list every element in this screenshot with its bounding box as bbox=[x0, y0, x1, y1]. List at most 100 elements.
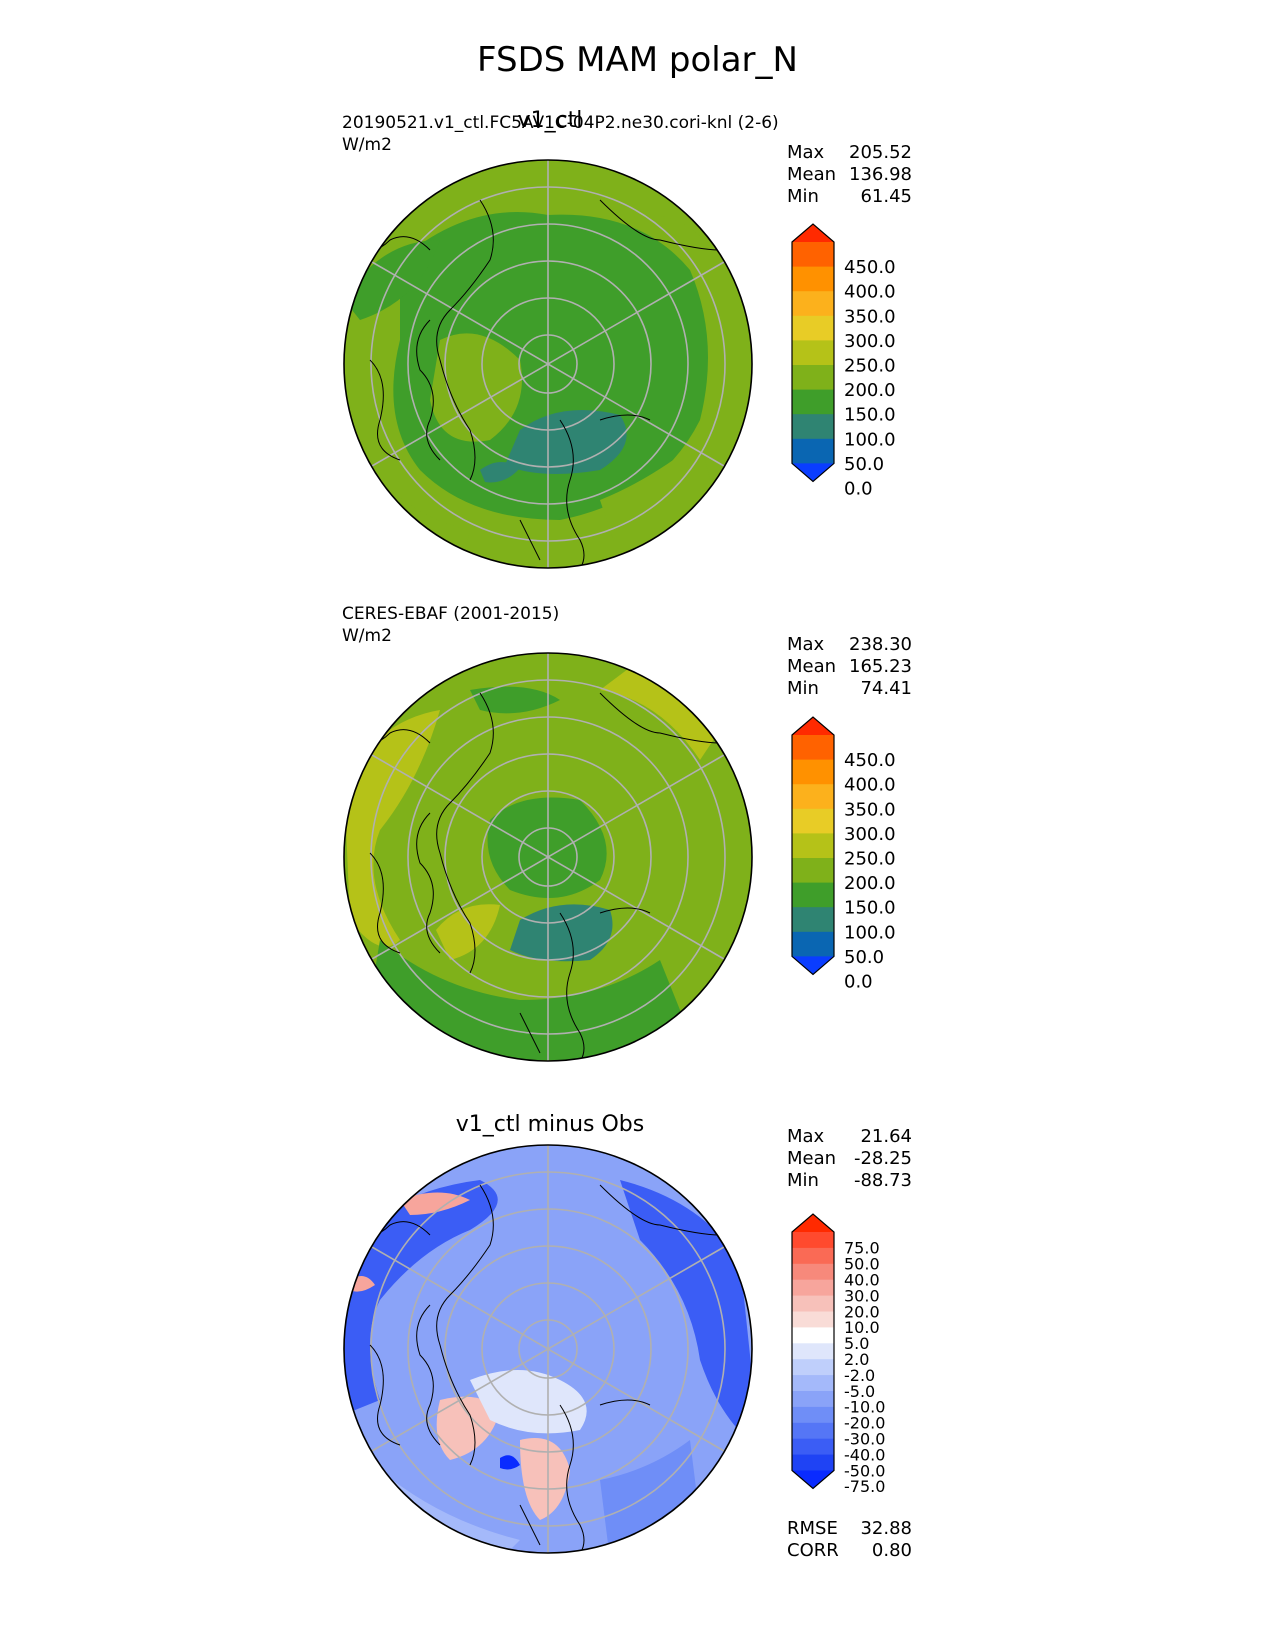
colorbar-tick-label: 400.0 bbox=[844, 775, 896, 796]
colorbar-tick-label: 50.0 bbox=[844, 454, 884, 475]
colorbar-tick-label: -20.0 bbox=[844, 1414, 885, 1433]
colorbar-segment bbox=[792, 1232, 834, 1249]
map-ref-graticule bbox=[370, 653, 726, 1061]
colorbar-segment bbox=[792, 858, 834, 884]
colorbar-tick-label: 300.0 bbox=[844, 331, 896, 352]
map-ref bbox=[343, 652, 753, 1062]
colorbar-tick-label: 150.0 bbox=[844, 405, 896, 426]
colorbar-segment bbox=[792, 291, 834, 317]
metric-label: RMSE bbox=[787, 1518, 838, 1539]
colorbar-segment bbox=[792, 242, 834, 268]
colorbar-bottom-extension bbox=[792, 463, 834, 482]
stat-value: 61.45 bbox=[860, 186, 912, 207]
colorbar-tick-label: 100.0 bbox=[844, 429, 896, 450]
colorbar-bottom-extension bbox=[792, 1470, 834, 1489]
colorbar-tick-label: 50.0 bbox=[844, 947, 884, 968]
colorbar-tick-label: -2.0 bbox=[844, 1366, 875, 1385]
colorbar-outline bbox=[791, 1213, 835, 1490]
colorbar-segment bbox=[792, 808, 834, 834]
colorbar-segment bbox=[792, 1247, 834, 1265]
panel-test-stats: Max 205.52 Mean 136.98 Min 61.45 bbox=[787, 142, 912, 208]
colorbar-tick-label: 350.0 bbox=[844, 306, 896, 327]
colorbar-tick-label: -50.0 bbox=[844, 1461, 885, 1480]
colorbar-segment bbox=[792, 1375, 834, 1392]
colorbar-tick-label: 5.0 bbox=[844, 1334, 869, 1353]
colorbar-outline bbox=[791, 223, 835, 483]
colorbar-segment bbox=[792, 365, 834, 391]
colorbar-segment bbox=[792, 438, 834, 464]
colorbar-segment bbox=[792, 931, 834, 957]
colorbar-tick-label: 0.0 bbox=[844, 478, 873, 499]
panel-ref-dataset-name: CERES-EBAF (2001-2015) bbox=[342, 604, 560, 624]
stat-value: 74.41 bbox=[860, 678, 912, 699]
colorbar-tick-label: -30.0 bbox=[844, 1429, 885, 1448]
metric-label: CORR bbox=[787, 1540, 839, 1561]
colorbar-tick-label: 400.0 bbox=[844, 282, 896, 303]
colorbar-tick-label: 75.0 bbox=[844, 1239, 880, 1258]
colorbar-tick-label: 10.0 bbox=[844, 1318, 880, 1337]
colorbar-top-extension bbox=[792, 224, 834, 242]
colorbar-tick-label: 250.0 bbox=[844, 355, 896, 376]
colorbar-segment bbox=[792, 1263, 834, 1281]
map-ref-coastlines bbox=[344, 692, 721, 1061]
colorbar-tick-label: -5.0 bbox=[844, 1382, 875, 1401]
stat-value: 238.30 bbox=[849, 634, 912, 655]
stat-label: Min bbox=[787, 1170, 819, 1191]
metric-value: 0.80 bbox=[871, 1540, 912, 1561]
stat-value: 165.23 bbox=[849, 656, 912, 677]
panel-ref-units: W/m2 bbox=[342, 626, 392, 646]
map-test-coastlines bbox=[344, 199, 721, 568]
panel-ref-stats: Max 238.30 Mean 165.23 Min 74.41 bbox=[787, 634, 912, 700]
map-diff-coastlines bbox=[344, 1184, 721, 1553]
colorbar-segment bbox=[792, 784, 834, 810]
colorbar-segment bbox=[792, 1311, 834, 1328]
colorbar-bottom-extension bbox=[792, 956, 834, 975]
colorbar-segment bbox=[792, 882, 834, 908]
stat-label: Min bbox=[787, 186, 819, 207]
panel-diff-stats: Max 21.64 Mean -28.25 Min -88.73 bbox=[787, 1126, 912, 1192]
colorbar-tick-label: 350.0 bbox=[844, 799, 896, 820]
colorbar-top-extension bbox=[792, 1214, 834, 1232]
colorbar-segment bbox=[792, 315, 834, 341]
metric-value: 32.88 bbox=[860, 1518, 912, 1539]
colorbar-tick-label: 450.0 bbox=[844, 257, 896, 278]
panel-test-case-name: 20190521.v1_ctl.FC5AV1C-04P2.ne30.cori-k… bbox=[342, 113, 779, 133]
panel-diff-metrics: RMSE 32.88 CORR 0.80 bbox=[787, 1518, 912, 1562]
colorbar-top-extension bbox=[792, 717, 834, 735]
colorbar-segment bbox=[792, 1359, 834, 1376]
map-diff bbox=[343, 1144, 753, 1554]
stat-label: Mean bbox=[787, 1148, 837, 1169]
colorbar-segment bbox=[792, 1279, 834, 1297]
stat-label: Min bbox=[787, 678, 819, 699]
colorbar-segment bbox=[792, 1343, 834, 1360]
stat-value: -88.73 bbox=[853, 1170, 912, 1191]
colorbar-segment bbox=[792, 833, 834, 859]
colorbar-segment bbox=[792, 266, 834, 292]
colorbar-diff: 75.050.040.030.020.010.05.02.0-2.0-5.0-1… bbox=[791, 1213, 885, 1496]
colorbar-tick-label: 450.0 bbox=[844, 750, 896, 771]
colorbar-tick-label: 150.0 bbox=[844, 898, 896, 919]
stat-label: Max bbox=[787, 634, 825, 655]
colorbar-tick-label: 0.0 bbox=[844, 971, 873, 992]
colorbar-tick-label: -75.0 bbox=[844, 1477, 885, 1496]
colorbar-segment bbox=[792, 1422, 834, 1440]
map-diff-graticule bbox=[370, 1145, 726, 1553]
colorbar-segment bbox=[792, 907, 834, 933]
stat-value: 136.98 bbox=[849, 164, 912, 185]
colorbar-tick-label: 20.0 bbox=[844, 1302, 880, 1321]
colorbar-tick-label: 250.0 bbox=[844, 848, 896, 869]
colorbar-segment bbox=[792, 414, 834, 440]
panel-diff-title: v1_ctl minus Obs bbox=[455, 1112, 645, 1137]
colorbar-tick-label: 200.0 bbox=[844, 873, 896, 894]
colorbar-ref: 450.0 400.0 350.0 300.0 250.0 200.0 150.0 100.0… bbox=[791, 716, 896, 992]
colorbar-segment bbox=[792, 340, 834, 366]
stat-label: Mean bbox=[787, 656, 837, 677]
stat-label: Mean bbox=[787, 164, 837, 185]
colorbar-segment bbox=[792, 1327, 834, 1344]
colorbar-segment bbox=[792, 1438, 834, 1456]
map-test-graticule bbox=[370, 160, 726, 568]
colorbar-tick-label: 30.0 bbox=[844, 1286, 880, 1305]
stat-value: 205.52 bbox=[849, 142, 912, 163]
colorbar-tick-label: 200.0 bbox=[844, 380, 896, 401]
